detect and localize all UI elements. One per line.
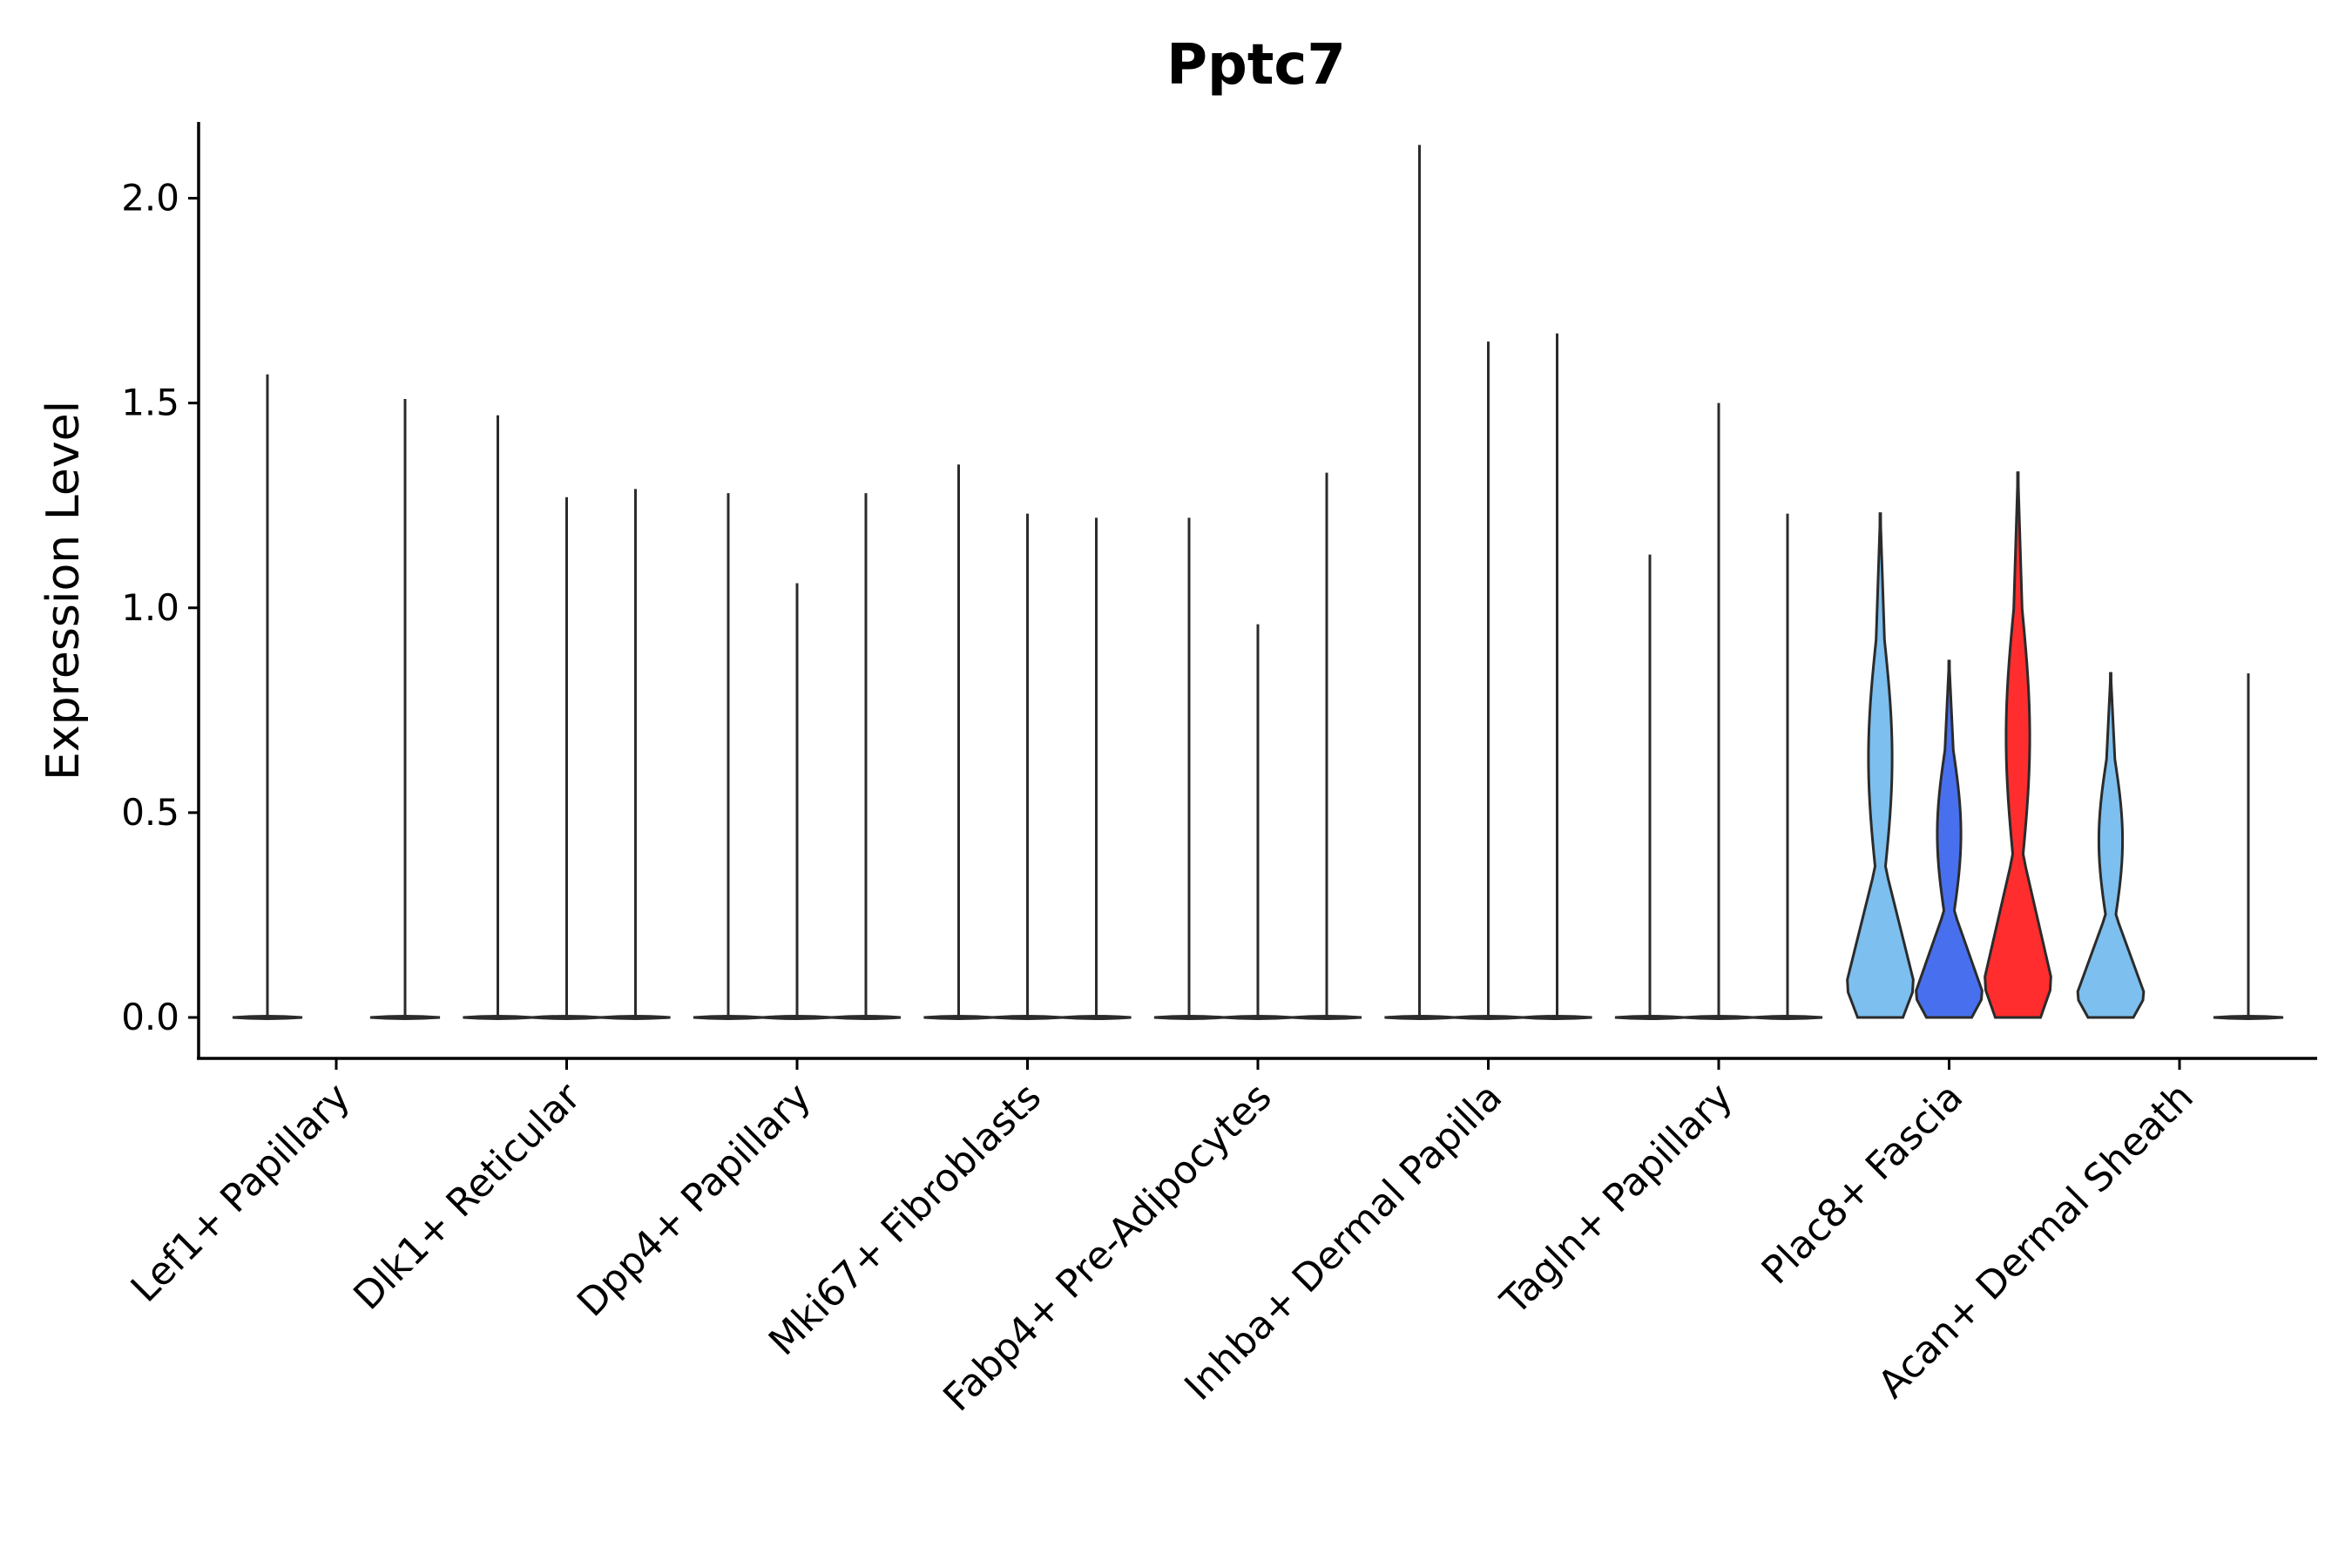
x-tick-label: Dpp4+ Papillary bbox=[569, 1075, 820, 1326]
x-tick-label: Plac8+ Fascia bbox=[1754, 1075, 1972, 1294]
violin bbox=[1061, 1014, 1132, 1020]
plot-area bbox=[232, 145, 2284, 1020]
violin bbox=[830, 1014, 902, 1020]
x-tick-label: Lef1+ Papillary bbox=[123, 1075, 359, 1311]
violin bbox=[1291, 1014, 1362, 1020]
chart-title: Pptc7 bbox=[1166, 33, 1346, 98]
y-tick-label: 1.0 bbox=[121, 586, 179, 629]
violin bbox=[2076, 672, 2146, 1019]
y-tick-label: 2.0 bbox=[121, 177, 179, 220]
violin bbox=[232, 1014, 303, 1020]
violin bbox=[369, 1014, 441, 1020]
violin bbox=[2213, 1014, 2284, 1020]
violin bbox=[1522, 1014, 1592, 1020]
violin bbox=[1846, 512, 1915, 1019]
y-axis-ticks: 0.0 0.5 1.0 1.5 2.0 bbox=[121, 177, 199, 1038]
violin bbox=[600, 1014, 671, 1020]
violin bbox=[1752, 1014, 1823, 1020]
y-tick-label: 1.5 bbox=[121, 382, 179, 424]
x-tick-label: Dlk1+ Reticular bbox=[345, 1074, 590, 1319]
violin bbox=[1984, 471, 2052, 1019]
y-tick-label: 0.0 bbox=[121, 996, 179, 1038]
x-tick-label: Tagln+ Papillary bbox=[1492, 1075, 1741, 1324]
y-tick-label: 0.5 bbox=[121, 791, 179, 834]
y-axis-label: Expression Level bbox=[37, 401, 90, 781]
violin bbox=[1915, 659, 1984, 1019]
